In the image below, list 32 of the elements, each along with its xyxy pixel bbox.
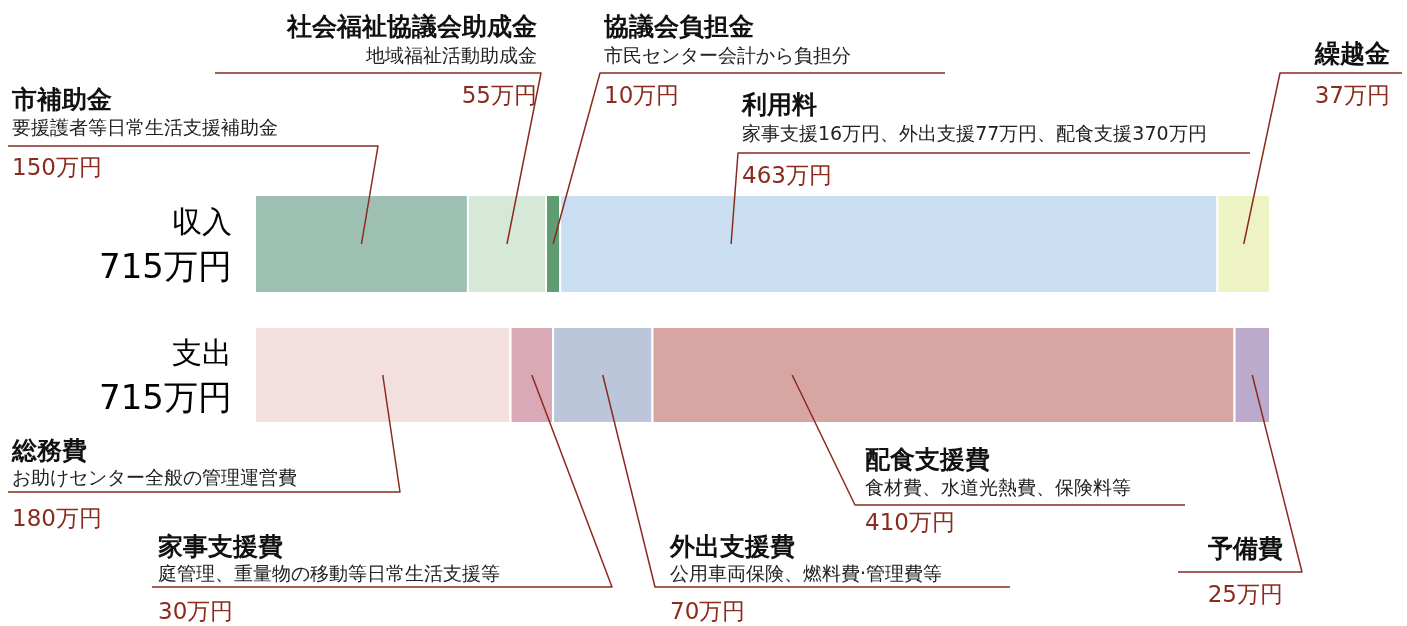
- text: 協議会負担金: [603, 12, 754, 41]
- series-label: 配食支援費: [865, 445, 990, 474]
- data-label: 180万円: [12, 505, 102, 531]
- text: 市補助金: [11, 85, 112, 114]
- text: 利用料: [741, 90, 817, 119]
- total-label: 715万円: [99, 377, 232, 417]
- data-label: 25万円: [1207, 581, 1283, 607]
- data-label: 463万円: [742, 162, 832, 188]
- text: 庭管理、重量物の移動等日常生活支援等: [158, 562, 500, 584]
- data-label: 37万円: [1314, 82, 1390, 108]
- text: 予備費: [1207, 534, 1283, 563]
- data-label: 410万円: [865, 509, 955, 535]
- text: お助けセンター全般の管理運営費: [12, 466, 297, 488]
- text: 家事支援16万円、外出支援77万円、配食支援370万円: [742, 122, 1207, 144]
- text: 公用車両保険、燃料費·管理費等: [670, 562, 943, 584]
- y-tick-label: 収入: [172, 204, 232, 239]
- text: 外出支援費: [669, 532, 795, 561]
- text: 食材費、水道光熱費、保険料等: [865, 476, 1131, 498]
- data-label: 55万円: [461, 82, 537, 108]
- data-label: 70万円: [670, 598, 746, 624]
- text: 市民センター会計から負担分: [604, 44, 851, 66]
- text: 総務費: [11, 436, 87, 465]
- data-label: 10万円: [604, 82, 680, 108]
- text: 地域福祉活動助成金: [365, 44, 537, 66]
- y-tick-label: 支出: [172, 335, 232, 370]
- data-label: 30万円: [158, 598, 234, 624]
- text: 家事支援費: [157, 532, 283, 561]
- total-label: 715万円: [99, 246, 232, 286]
- text: 社会福祉協議会助成金: [286, 12, 537, 41]
- text: 繰越金: [1314, 39, 1390, 68]
- data-label: 150万円: [12, 154, 102, 180]
- text: 要援護者等日常生活支援補助金: [12, 116, 278, 138]
